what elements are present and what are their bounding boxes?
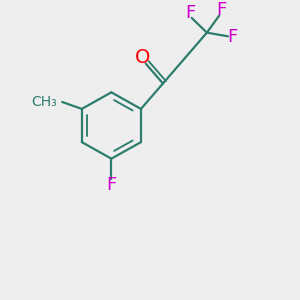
Text: F: F (216, 2, 227, 20)
Text: F: F (185, 4, 195, 22)
Text: O: O (134, 48, 150, 67)
Text: CH₃: CH₃ (32, 95, 58, 109)
Text: F: F (106, 176, 116, 194)
Text: F: F (227, 28, 237, 46)
